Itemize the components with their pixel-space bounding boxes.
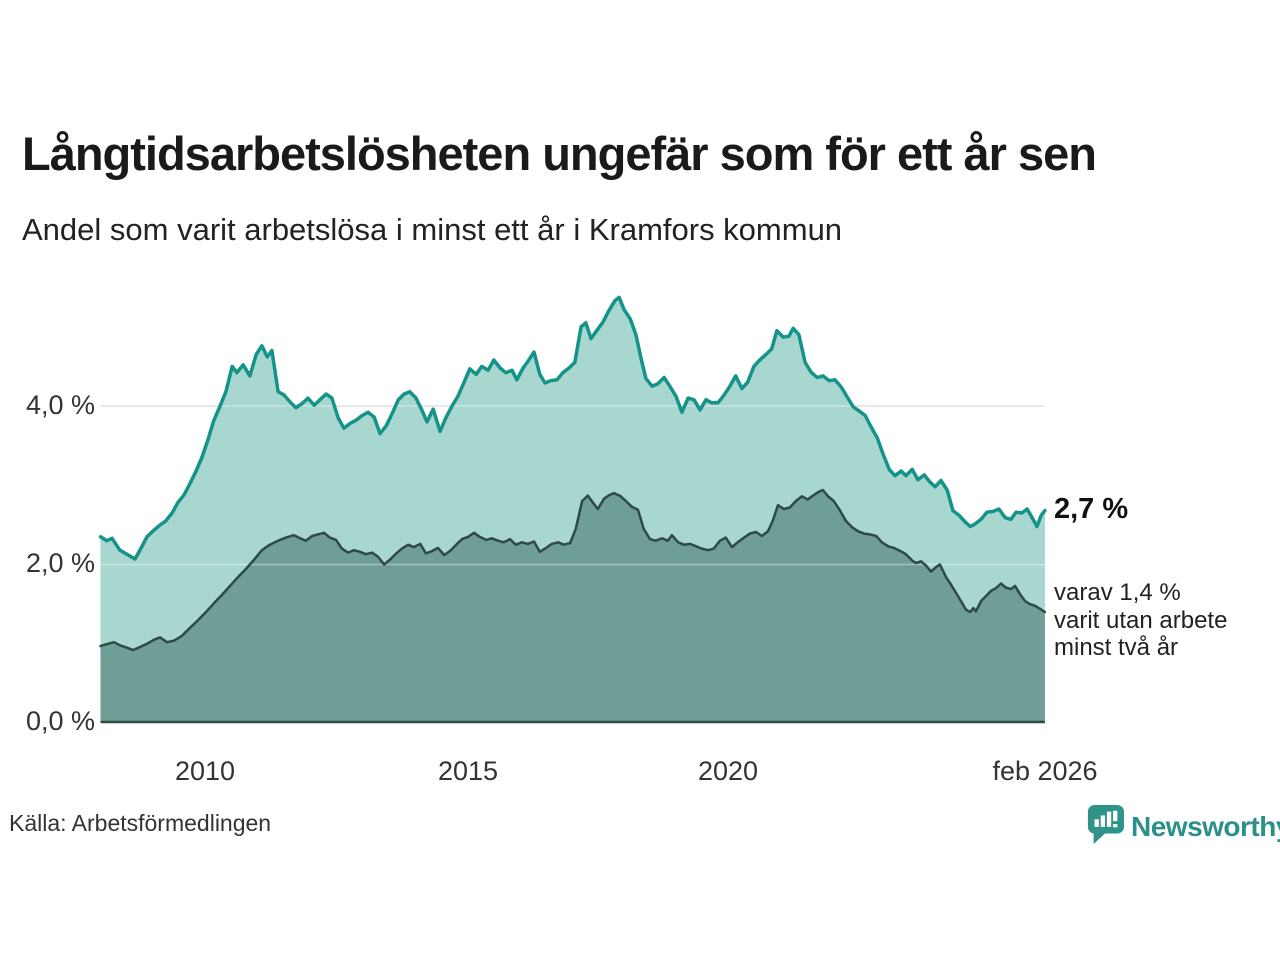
note-annotation: varav 1,4 % varit utan arbete minst två … [1054, 579, 1227, 662]
note-line-3: minst två år [1054, 634, 1179, 661]
latest-value-annotation: 2,7 % [1054, 493, 1129, 525]
page-subtitle: Andel som varit arbetslösa i minst ett å… [22, 212, 843, 247]
note-line-2: varit utan arbete [1054, 606, 1228, 634]
newsworthy-logo-text: Newsworthy [1131, 810, 1280, 842]
page-title: Långtidsarbetslösheten ungefär som för e… [22, 127, 1097, 180]
x-axis-label-feb-2026: feb 2026 [992, 756, 1098, 786]
newsworthy-logo: Newsworthy [1086, 803, 1280, 850]
y-axis-label-4: 4,0 % [25, 390, 95, 420]
x-axis-label-2010: 2010 [174, 756, 236, 786]
y-axis-label-0: 0,0 % [25, 706, 95, 736]
y-axis-label-2: 2,0 % [25, 548, 95, 578]
source-credit: Källa: Arbetsförmedlingen [9, 810, 272, 836]
x-axis-label-2015: 2015 [437, 756, 499, 786]
note-line-1: varav 1,4 % [1054, 579, 1181, 606]
newsworthy-barchart-bubble-icon [1086, 803, 1124, 850]
x-axis-label-2020: 2020 [697, 756, 759, 786]
